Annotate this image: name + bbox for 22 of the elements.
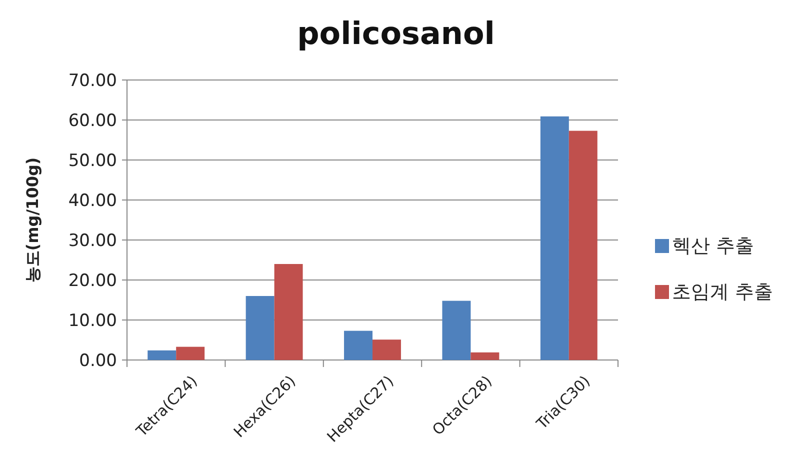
bar [274,264,303,360]
bar [470,352,500,360]
y-axis-title: 농도(mg/100g) [23,157,42,283]
bar [148,350,176,360]
y-tick-label: 40.00 [68,191,117,211]
bar [344,330,372,360]
bar [540,116,569,360]
y-tick-label: 10.00 [68,311,117,331]
legend-label: 초임계 추출 [672,281,774,303]
bar [568,130,598,360]
y-tick-label: 20.00 [68,271,117,291]
y-tick-label: 0.00 [79,351,117,371]
bar [442,300,471,360]
chart-title: policosanol [297,16,495,52]
y-tick-label: 70.00 [68,71,117,91]
bar [176,346,205,360]
y-tick-label: 50.00 [68,151,117,171]
legend-label: 헥산 추출 [672,235,754,257]
y-tick-label: 60.00 [68,111,117,131]
y-tick-label: 30.00 [68,231,117,251]
bar [246,296,274,360]
bar [372,340,401,360]
